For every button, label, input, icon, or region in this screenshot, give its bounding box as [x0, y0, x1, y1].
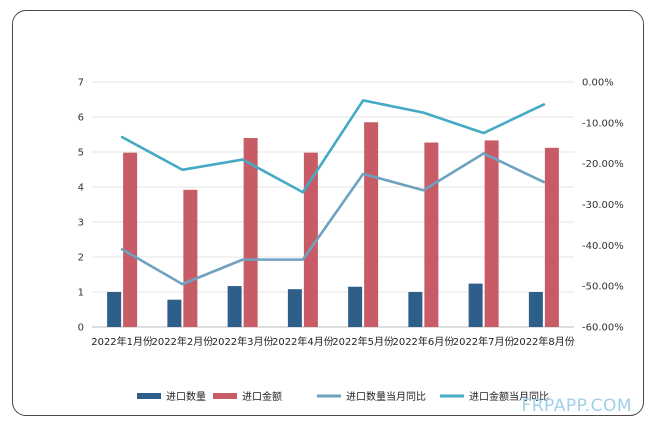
legend-label: 进口数量当月同比	[346, 390, 426, 403]
bar-import-quantity	[468, 283, 483, 327]
bar-import-amount	[484, 140, 499, 327]
bar-import-amount	[303, 152, 318, 327]
legend-label: 进口金额当月同比	[469, 390, 549, 403]
bar-import-amount	[364, 122, 379, 327]
right-tick-label: -50.00%	[582, 282, 624, 293]
bar-import-amount	[243, 138, 258, 327]
bar-import-amount	[183, 189, 198, 327]
bar-import-amount	[123, 152, 138, 327]
bar-import-quantity	[348, 286, 363, 327]
right-tick-label: -30.00%	[582, 200, 624, 211]
right-tick-label: -10.00%	[582, 118, 624, 129]
bar-import-quantity	[408, 292, 423, 327]
left-tick-label: 1	[78, 288, 84, 299]
category-label: 2022年6月份	[392, 335, 454, 348]
left-tick-label: 5	[78, 148, 84, 159]
legend-label: 进口金额	[242, 390, 282, 403]
left-tick-label: 0	[78, 323, 84, 334]
left-tick-label: 6	[78, 113, 84, 124]
legend-swatch	[213, 393, 237, 399]
left-tick-label: 3	[78, 218, 84, 229]
bars	[107, 122, 559, 327]
category-label: 2022年4月份	[272, 335, 334, 348]
category-label: 2022年2月份	[151, 335, 213, 348]
legend: 进口数量 进口金额 进口数量当月同比 进口金额当月同比	[137, 390, 549, 403]
line-import-quantity-yoy	[120, 152, 546, 286]
chart-frame	[12, 10, 644, 416]
legend-label: 进口数量	[166, 390, 206, 403]
bar-import-quantity	[107, 292, 122, 327]
lines	[120, 99, 546, 286]
left-tick-label: 7	[78, 78, 84, 89]
bar-import-quantity	[167, 299, 182, 327]
bar-import-amount	[544, 147, 559, 327]
category-label: 2022年7月份	[453, 335, 515, 348]
right-tick-label: -20.00%	[582, 159, 624, 170]
legend-swatch	[137, 393, 161, 399]
gridlines	[92, 81, 574, 328]
right-tick-label: -40.00%	[582, 241, 624, 252]
right-tick-label: 0.00%	[582, 78, 614, 89]
category-labels: 2022年1月份2022年2月份2022年3月份2022年4月份2022年5月份…	[91, 335, 575, 348]
category-label: 2022年1月份	[91, 335, 153, 348]
category-label: 2022年8月份	[513, 335, 575, 348]
right-axis-ticks: -60.00% -50.00% -40.00% -30.00% -20.00% -10.0…	[582, 78, 624, 334]
left-tick-label: 4	[78, 183, 84, 194]
watermark: FRPAPP.COM	[521, 396, 632, 416]
bar-import-amount	[424, 142, 439, 327]
bar-import-quantity	[528, 292, 543, 327]
right-tick-label: -60.00%	[582, 323, 624, 334]
line-import-amount-yoy	[120, 99, 546, 194]
category-label: 2022年5月份	[332, 335, 394, 348]
category-label: 2022年3月份	[212, 335, 274, 348]
left-axis-ticks: 0 1 2 3 4 5 6 7	[78, 78, 84, 334]
bar-import-quantity	[227, 286, 242, 327]
bar-import-quantity	[287, 289, 302, 327]
left-tick-label: 2	[78, 253, 84, 264]
